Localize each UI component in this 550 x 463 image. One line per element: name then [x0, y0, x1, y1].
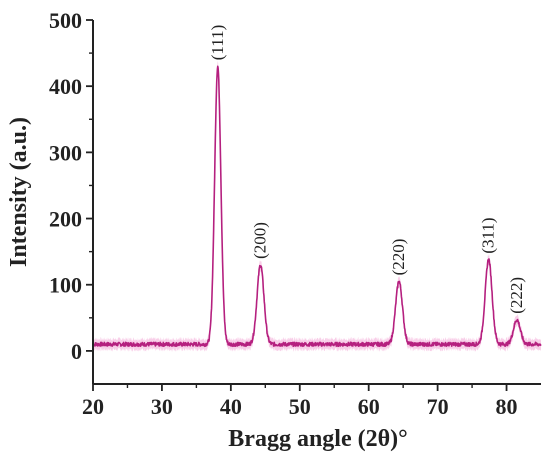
y-axis-title: Intensity (a.u.) — [6, 117, 32, 267]
series-line — [92, 65, 542, 348]
series-band — [93, 61, 541, 352]
peak-label: (111) — [208, 25, 227, 61]
x-tick-label: 80 — [496, 394, 518, 419]
axes: 20 30 40 50 60 70 80 0 100 200 300 400 500 — [49, 8, 541, 419]
x-tick-label: 70 — [427, 394, 449, 419]
peak-label: (222) — [507, 277, 526, 314]
x-tick-label: 20 — [82, 394, 104, 419]
x-tick-label: 50 — [289, 394, 311, 419]
x-tick-label: 40 — [220, 394, 242, 419]
y-tick-label: 400 — [49, 74, 82, 99]
y-tick-label: 100 — [49, 273, 82, 298]
x-tick-label: 60 — [358, 394, 380, 419]
peak-label: (220) — [389, 239, 408, 276]
peak-label: (200) — [251, 222, 270, 259]
y-tick-label: 200 — [49, 207, 82, 232]
x-axis-title: Bragg angle (2θ)° — [228, 426, 407, 452]
peak-labels: (111) (200) (220) (311) (222) — [208, 25, 526, 314]
x-tick-label: 30 — [151, 394, 173, 419]
peak-label: (311) — [479, 217, 498, 253]
plot-area — [92, 61, 542, 352]
y-tick-label: 500 — [49, 8, 82, 33]
y-tick-label: 0 — [71, 339, 82, 364]
y-tick-label: 300 — [49, 140, 82, 165]
